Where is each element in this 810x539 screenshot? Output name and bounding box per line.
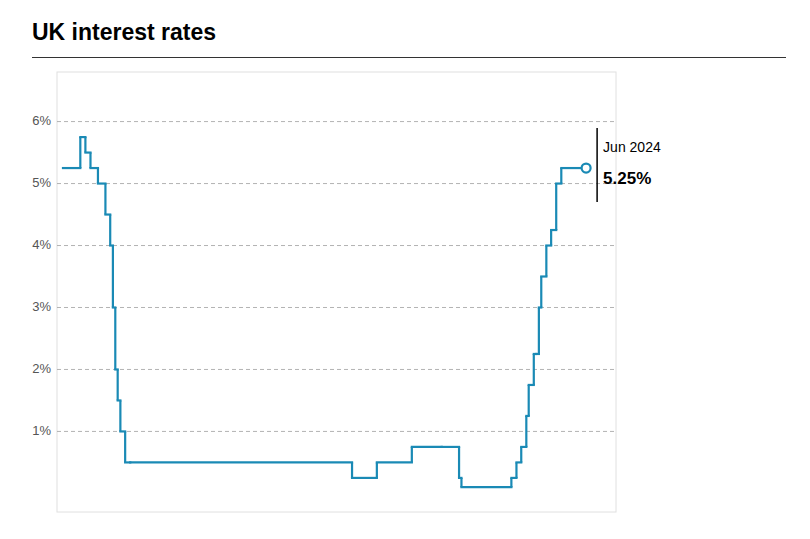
y-tick-label: 6% xyxy=(32,113,51,128)
step-segment xyxy=(130,461,352,463)
plot-area xyxy=(63,137,586,487)
step-segment xyxy=(118,399,121,401)
chart: UK interest rates 1% 2% 3% 4% 5% 6% Jun 2024 5.2… xyxy=(0,0,810,539)
step-segment xyxy=(459,477,461,479)
grid-line xyxy=(57,307,616,308)
annotation-value: 5.25% xyxy=(603,169,651,188)
step-segment xyxy=(412,446,442,448)
y-tick-label: 1% xyxy=(32,423,51,438)
grid-line xyxy=(57,369,616,370)
step-segment xyxy=(536,353,539,355)
step-segment xyxy=(113,306,115,308)
step-segment xyxy=(85,151,90,153)
title: UK interest rates xyxy=(32,19,216,45)
step-segment xyxy=(529,384,534,386)
step-segment xyxy=(80,136,85,138)
step-segment xyxy=(105,213,110,215)
step-segment xyxy=(115,368,117,370)
step-segment xyxy=(526,415,528,417)
step-riser xyxy=(80,137,586,487)
last-point xyxy=(582,164,591,173)
grid-line xyxy=(57,183,616,184)
step-segment xyxy=(63,167,80,169)
step-segment xyxy=(556,182,561,184)
plot-frame xyxy=(57,72,616,512)
step-segment xyxy=(98,182,105,184)
step-segment xyxy=(377,461,412,463)
step-segment xyxy=(539,306,541,308)
step-segment xyxy=(90,167,97,169)
y-tick-label: 4% xyxy=(32,237,51,252)
grid-line xyxy=(57,121,616,122)
annotation-label: Jun 2024 xyxy=(603,139,661,155)
grid-line xyxy=(57,431,616,432)
step-segment xyxy=(120,430,125,432)
step-segment xyxy=(546,244,551,246)
title-rule xyxy=(32,57,786,58)
y-tick-label: 5% xyxy=(32,175,51,190)
step-segment xyxy=(551,229,556,231)
step-segment xyxy=(521,446,526,448)
grid-line xyxy=(57,245,616,246)
y-tick-label: 3% xyxy=(32,299,51,314)
step-segment xyxy=(516,461,521,463)
step-segment xyxy=(352,477,377,479)
step-segment xyxy=(541,275,546,277)
step-segment xyxy=(110,244,113,246)
annotation-bar xyxy=(596,128,598,202)
step-segment xyxy=(442,446,459,448)
step-segment xyxy=(461,486,511,488)
step-segment xyxy=(511,477,516,479)
y-tick-label: 2% xyxy=(32,361,51,376)
